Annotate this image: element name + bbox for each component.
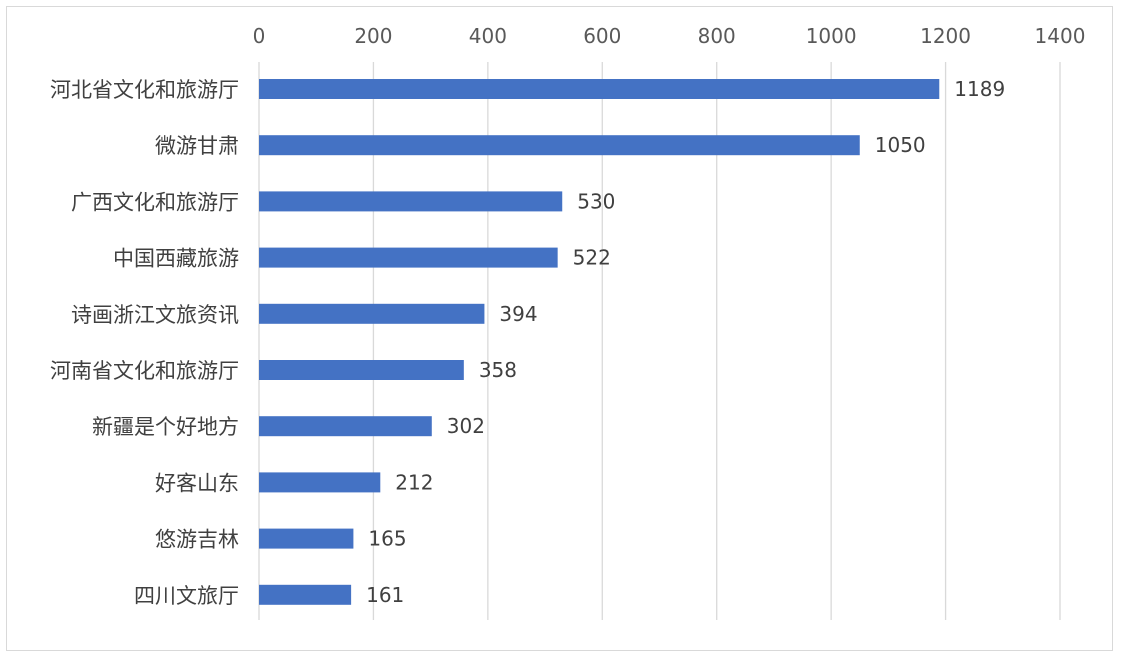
data-label: 358: [479, 358, 517, 382]
category-label: 诗画浙江文旅资讯: [71, 303, 239, 327]
category-label: 河北省文化和旅游厅: [50, 78, 239, 102]
category-label: 河南省文化和旅游厅: [50, 359, 239, 383]
chart-frame: [6, 6, 1113, 651]
bar: [259, 79, 940, 99]
data-label: 165: [368, 527, 406, 551]
bar: [259, 303, 485, 324]
x-tick-label: 600: [583, 24, 621, 48]
x-tick-label: 1000: [806, 24, 857, 48]
bar: [259, 360, 464, 380]
category-label: 悠游吉林: [155, 528, 239, 552]
data-labels: 1189 1050 530 522 394 358 302 212 165 161: [366, 77, 1005, 607]
data-label: 530: [577, 189, 615, 213]
x-axis-tick-labels: 0 200 400 600 800 1000 1200 1400: [253, 24, 1086, 48]
x-tick-label: 0: [253, 24, 266, 48]
category-label: 微游甘肃: [155, 134, 239, 158]
bar: [259, 416, 432, 437]
category-label: 好客山东: [155, 471, 239, 495]
bar: [259, 528, 354, 549]
bar: [259, 584, 352, 605]
data-label: 522: [573, 246, 611, 270]
bar: [259, 472, 381, 493]
data-label: 394: [499, 302, 537, 326]
data-label: 212: [395, 470, 433, 494]
data-label: 1050: [875, 133, 926, 157]
bars: [259, 79, 940, 605]
bar: [259, 135, 860, 156]
category-label: 四川文旅厅: [134, 584, 239, 608]
category-label: 新疆是个好地方: [92, 415, 239, 439]
x-tick-label: 800: [698, 24, 736, 48]
category-label: 中国西藏旅游: [113, 247, 239, 271]
data-label: 302: [447, 414, 485, 438]
data-label: 161: [366, 583, 404, 607]
category-labels: 河北省文化和旅游厅微游甘肃广西文化和旅游厅中国西藏旅游诗画浙江文旅资讯河南省文化…: [50, 78, 239, 608]
x-tick-label: 200: [354, 24, 392, 48]
data-label: 1189: [954, 77, 1005, 101]
bar: [259, 247, 558, 268]
x-tick-label: 1400: [1035, 24, 1086, 48]
x-tick-label: 1200: [920, 24, 971, 48]
bar: [259, 191, 563, 212]
category-label: 广西文化和旅游厅: [71, 190, 239, 214]
x-tick-label: 400: [469, 24, 507, 48]
